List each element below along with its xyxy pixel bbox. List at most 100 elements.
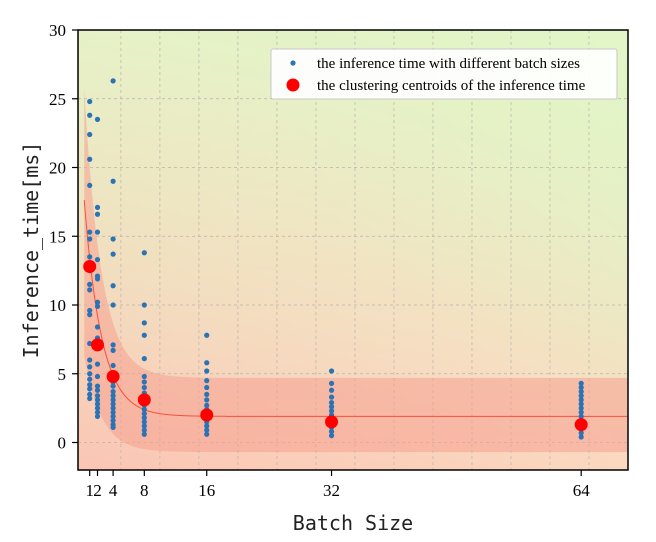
data-point: [94, 405, 101, 411]
data-point: [141, 419, 147, 425]
data-point: [204, 391, 210, 397]
legend: the inference time with different batch …: [270, 48, 618, 100]
y-axis-label: Inference_time[ms]: [19, 142, 43, 359]
data-point: [110, 424, 116, 430]
data-point: [578, 393, 584, 399]
data-point: [578, 380, 584, 386]
data-point: [87, 287, 93, 293]
data-point: [94, 361, 101, 367]
data-point: [328, 408, 335, 414]
data-point: [328, 428, 335, 435]
x-axis-label: Batch Size: [293, 511, 413, 535]
data-point: [87, 307, 93, 314]
data-point: [204, 397, 210, 403]
data-point: [141, 406, 147, 413]
data-point: [110, 251, 116, 257]
data-point: [328, 387, 335, 393]
data-point: [141, 356, 147, 362]
data-point: [110, 78, 116, 84]
data-point: [110, 389, 116, 395]
data-point: [141, 250, 147, 256]
data-point: [328, 380, 335, 386]
data-point: [87, 364, 93, 370]
data-point: [94, 204, 101, 210]
data-point: [141, 415, 147, 421]
data-point: [578, 397, 584, 403]
data-point: [87, 386, 93, 392]
data-point: [328, 400, 335, 406]
data-point: [204, 431, 210, 437]
data-point: [87, 340, 93, 347]
data-point: [141, 411, 147, 417]
data-point: [110, 342, 116, 348]
y-tick-label: 25: [49, 90, 66, 109]
y-tick-label: 10: [49, 296, 66, 315]
data-point: [110, 178, 116, 184]
data-point: [141, 332, 147, 338]
plot-frame: [77, 29, 629, 471]
data-point: [94, 409, 101, 415]
data-point: [94, 373, 101, 380]
confidence-band: [84, 89, 628, 453]
data-point: [110, 397, 116, 403]
data-point: [87, 112, 93, 118]
data-point: [110, 393, 116, 399]
data-point: [87, 131, 93, 138]
x-tick-label: 1: [85, 481, 94, 500]
axes: 1 2 4 8 16 32 64 0 5 10 15 20 25 30 Batch Size Inferenc…: [19, 21, 590, 535]
data-point: [94, 276, 101, 282]
data-point: [141, 431, 147, 437]
centroid-point: [200, 408, 214, 422]
data-point: [141, 373, 147, 380]
x-tick-label: 16: [198, 481, 215, 500]
data-point: [204, 427, 210, 433]
data-point: [578, 384, 584, 391]
data-point: [578, 389, 584, 395]
data-point: [141, 423, 147, 429]
data-point: [578, 405, 584, 411]
data-point: [204, 402, 210, 408]
data-point: [110, 417, 116, 424]
data-point: [578, 409, 584, 415]
data-point: [87, 236, 93, 242]
data-point: [87, 281, 93, 287]
data-point: [204, 384, 210, 391]
data-point: [141, 384, 147, 391]
data-point: [204, 368, 210, 374]
y-tick-label: 20: [49, 159, 66, 178]
data-point: [110, 409, 116, 415]
data-point: [87, 371, 93, 377]
data-point: [87, 357, 93, 363]
y-tick-label: 5: [58, 365, 67, 384]
y-tick-label: 30: [49, 21, 66, 40]
x-tick-label: 32: [323, 481, 340, 500]
data-point: [94, 383, 101, 389]
data-point: [94, 393, 101, 399]
data-point: [110, 302, 116, 308]
y-tick-label: 0: [58, 434, 67, 453]
data-point: [141, 427, 147, 433]
data-point: [328, 394, 335, 400]
data-point: [204, 423, 210, 429]
x-tick-label: 64: [573, 481, 591, 500]
y-tick-label: 15: [49, 227, 66, 246]
centroid-point: [91, 338, 105, 352]
data-point: [94, 397, 101, 403]
data-point: [110, 405, 116, 411]
centroid-point: [137, 393, 151, 407]
data-point: [94, 211, 101, 217]
centroid-point: [325, 415, 339, 429]
data-point: [328, 404, 335, 410]
data-points: [83, 78, 588, 440]
data-point: [141, 379, 147, 385]
data-point: [141, 320, 147, 326]
data-point: [87, 156, 93, 162]
data-point: [204, 360, 210, 366]
data-point: [110, 236, 116, 242]
data-point: [87, 312, 93, 318]
x-tick-label: 8: [140, 481, 149, 500]
data-point: [94, 324, 101, 330]
data-point: [578, 401, 584, 407]
data-point: [87, 182, 93, 188]
